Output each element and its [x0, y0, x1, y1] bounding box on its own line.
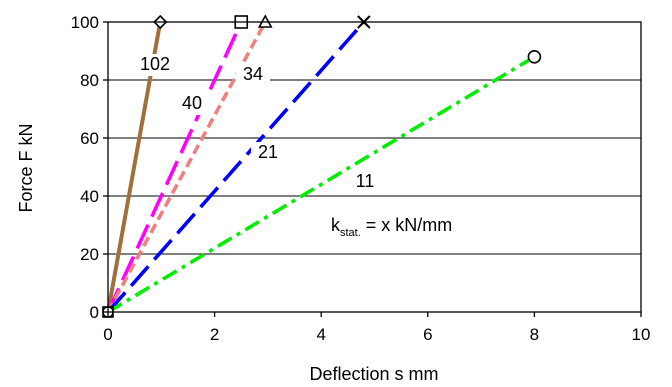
x-axis-title: Deflection s mm	[309, 364, 438, 384]
x-tick-label-4: 4	[316, 325, 325, 344]
annotation-rest: = x kN/mm	[361, 215, 453, 235]
x-tick-label-0: 0	[103, 325, 112, 344]
series-label-bg-102	[132, 54, 178, 76]
series-line-21	[106, 20, 366, 314]
series-label-11: 11	[356, 171, 375, 191]
series-label-bg-40	[175, 93, 209, 115]
plot-area-frame	[107, 21, 642, 313]
series-label-21: 21	[258, 142, 278, 162]
y-axis-title: Force F kN	[16, 123, 36, 212]
annotation-subscript: stat.	[340, 227, 361, 239]
x-tick-label-2: 2	[210, 325, 219, 344]
series-labels: 102 40 34 21 11	[132, 54, 382, 193]
x-tick-label-10: 10	[632, 325, 651, 344]
stiffness-annotation: kstat. = x kN/mm	[331, 215, 452, 239]
axis-ticks: 0 20 40 60 80 100 0 2 4 6 8 10	[71, 13, 651, 344]
grid-lines	[108, 79, 641, 255]
series-line-11	[107, 55, 536, 314]
marker-circle-11	[527, 49, 542, 64]
y-tick-label-40: 40	[80, 187, 99, 206]
series-line-40	[106, 21, 243, 313]
series-label-bg-34	[236, 64, 270, 86]
x-tick-label-8: 8	[530, 325, 539, 344]
series-label-40: 40	[182, 93, 202, 113]
x-tick-label-6: 6	[423, 325, 432, 344]
series-label-bg-21	[251, 142, 285, 164]
annotation-main: k	[331, 215, 341, 235]
series-label-102: 102	[140, 54, 170, 74]
y-tick-label-60: 60	[80, 129, 99, 148]
series-label-34: 34	[243, 64, 263, 84]
series-label-bg-11	[348, 171, 382, 193]
y-tick-label-80: 80	[80, 71, 99, 90]
y-tick-label-100: 100	[71, 13, 99, 32]
y-tick-label-0: 0	[90, 303, 99, 322]
y-tick-label-20: 20	[80, 245, 99, 264]
